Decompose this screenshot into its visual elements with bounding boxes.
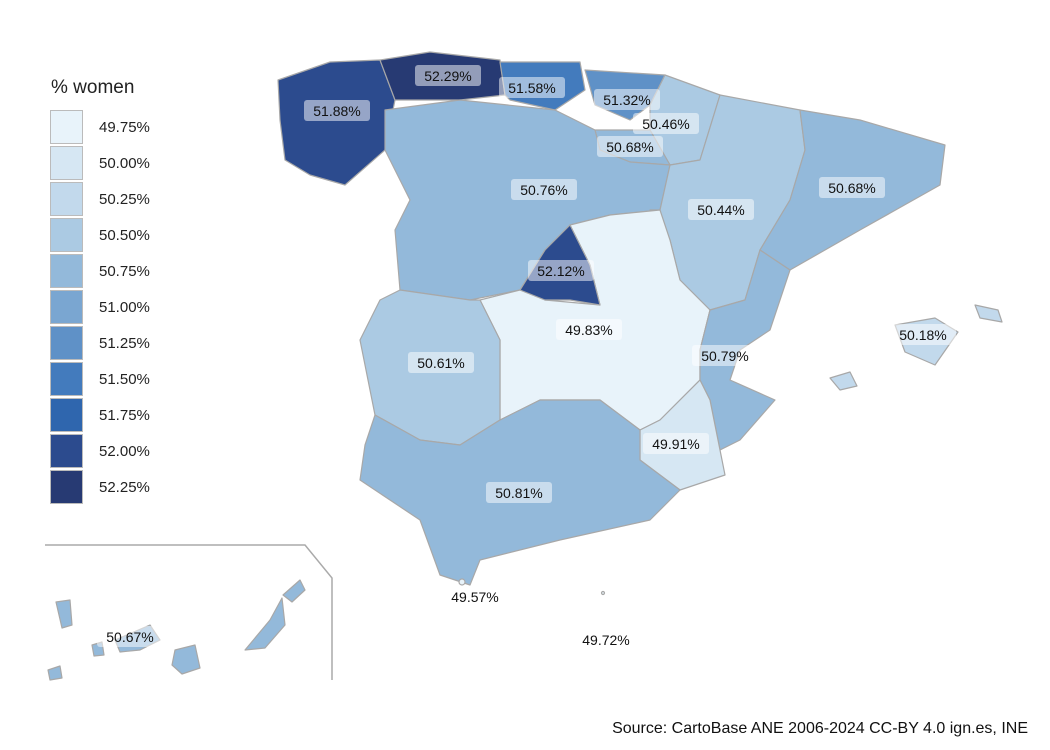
legend-item: 51.75% [50, 397, 150, 433]
region-value-label: 49.91% [643, 433, 709, 454]
label-background [304, 100, 370, 121]
region-value-text: 50.79% [701, 348, 748, 364]
region-value-label: 50.44% [688, 199, 754, 220]
legend-swatch [50, 434, 83, 468]
region-value-label: 50.68% [819, 177, 885, 198]
legend-title: % women [51, 77, 135, 98]
region-value-label: 52.29% [415, 65, 481, 86]
region-value-label: 50.61% [408, 352, 474, 373]
region-value-text: 50.61% [417, 355, 464, 371]
region-value-text: 49.83% [565, 322, 612, 338]
legend-swatch [50, 110, 83, 144]
region-value-text: 51.58% [508, 80, 555, 96]
region-value-text: 52.12% [537, 263, 584, 279]
legend-item: 51.50% [50, 361, 150, 397]
legend-label: 52.00% [99, 442, 150, 460]
source-caption: Source: CartoBase ANE 2006-2024 CC-BY 4.… [612, 720, 1028, 737]
label-background [633, 113, 699, 134]
region-shape [458, 578, 466, 586]
region-shape [829, 304, 1003, 391]
legend-swatch [50, 326, 83, 360]
region-shape [47, 579, 306, 681]
region-value-label: 49.83% [556, 319, 622, 340]
region-value-label: 50.76% [511, 179, 577, 200]
region-value-label: 50.81% [486, 482, 552, 503]
region-value-text: 51.88% [313, 103, 360, 119]
legend-swatch [50, 290, 83, 324]
legend-label: 49.75% [99, 118, 150, 136]
legend-swatch [50, 254, 83, 288]
region-value-label: 49.72% [582, 632, 629, 648]
legend-swatch [50, 146, 83, 180]
region-value-text: 49.91% [652, 436, 699, 452]
region-value-label: 50.46% [633, 113, 699, 134]
region-value-text: 51.32% [603, 92, 650, 108]
region-value-text: 50.46% [642, 116, 689, 132]
label-background [692, 345, 758, 366]
label-background [594, 89, 660, 110]
region-value-text: 50.44% [697, 202, 744, 218]
region-value-text: 52.29% [424, 68, 471, 84]
label-background [511, 179, 577, 200]
legend-label: 50.25% [99, 190, 150, 208]
region-shape [600, 590, 606, 596]
legend-item: 50.50% [50, 217, 150, 253]
legend-label: 51.00% [99, 298, 150, 316]
legend-label: 51.25% [99, 334, 150, 352]
legend-item: 50.75% [50, 253, 150, 289]
region-value-text: 50.68% [606, 139, 653, 155]
region-value-label: 51.32% [594, 89, 660, 110]
label-background [819, 177, 885, 198]
label-background [528, 260, 594, 281]
label-background [688, 199, 754, 220]
region-value-text: 49.72% [582, 632, 629, 648]
region-value-label: 50.18% [890, 324, 956, 345]
label-background [556, 319, 622, 340]
region-value-text: 50.76% [520, 182, 567, 198]
legend-item: 50.00% [50, 145, 150, 181]
legend-item: 52.00% [50, 433, 150, 469]
label-background [97, 626, 163, 647]
legend-swatch [50, 182, 83, 216]
legend-item: 52.25% [50, 469, 150, 505]
legend-label: 50.75% [99, 262, 150, 280]
region-value-label: 50.68% [597, 136, 663, 157]
label-background [890, 324, 956, 345]
region-shape [699, 249, 791, 451]
label-background [597, 136, 663, 157]
label-background [415, 65, 481, 86]
legend-label: 50.50% [99, 226, 150, 244]
region-shape [277, 59, 396, 186]
region-value-label: 51.58% [499, 77, 565, 98]
legend-item: 49.75% [50, 109, 150, 145]
legend-swatch [50, 218, 83, 252]
region-value-text: 50.67% [106, 629, 153, 645]
region-value-text: 50.68% [828, 180, 875, 196]
label-background [643, 433, 709, 454]
label-background [499, 77, 565, 98]
legend-swatch [50, 398, 83, 432]
region-value-label: 50.67% [97, 626, 163, 647]
label-background [408, 352, 474, 373]
legend-swatch [50, 470, 83, 504]
canary-inset-frame [45, 544, 333, 680]
legend-item: 50.25% [50, 181, 150, 217]
legend: 49.75% 50.00% 50.25% 50.50% 50.75% 51.00% 51.2… [50, 109, 150, 505]
region-value-text: 49.57% [451, 589, 498, 605]
legend-label: 52.25% [99, 478, 150, 496]
region-value-label: 51.88% [304, 100, 370, 121]
region-value-text: 50.81% [495, 485, 542, 501]
legend-item: 51.00% [50, 289, 150, 325]
legend-swatch [50, 362, 83, 396]
region-value-label: 52.12% [528, 260, 594, 281]
region-value-label: 50.79% [692, 345, 758, 366]
label-background [486, 482, 552, 503]
legend-label: 50.00% [99, 154, 150, 172]
legend-label: 51.75% [99, 406, 150, 424]
legend-item: 51.25% [50, 325, 150, 361]
legend-label: 51.50% [99, 370, 150, 388]
region-value-label: 49.57% [451, 589, 498, 605]
region-value-text: 50.18% [899, 327, 946, 343]
